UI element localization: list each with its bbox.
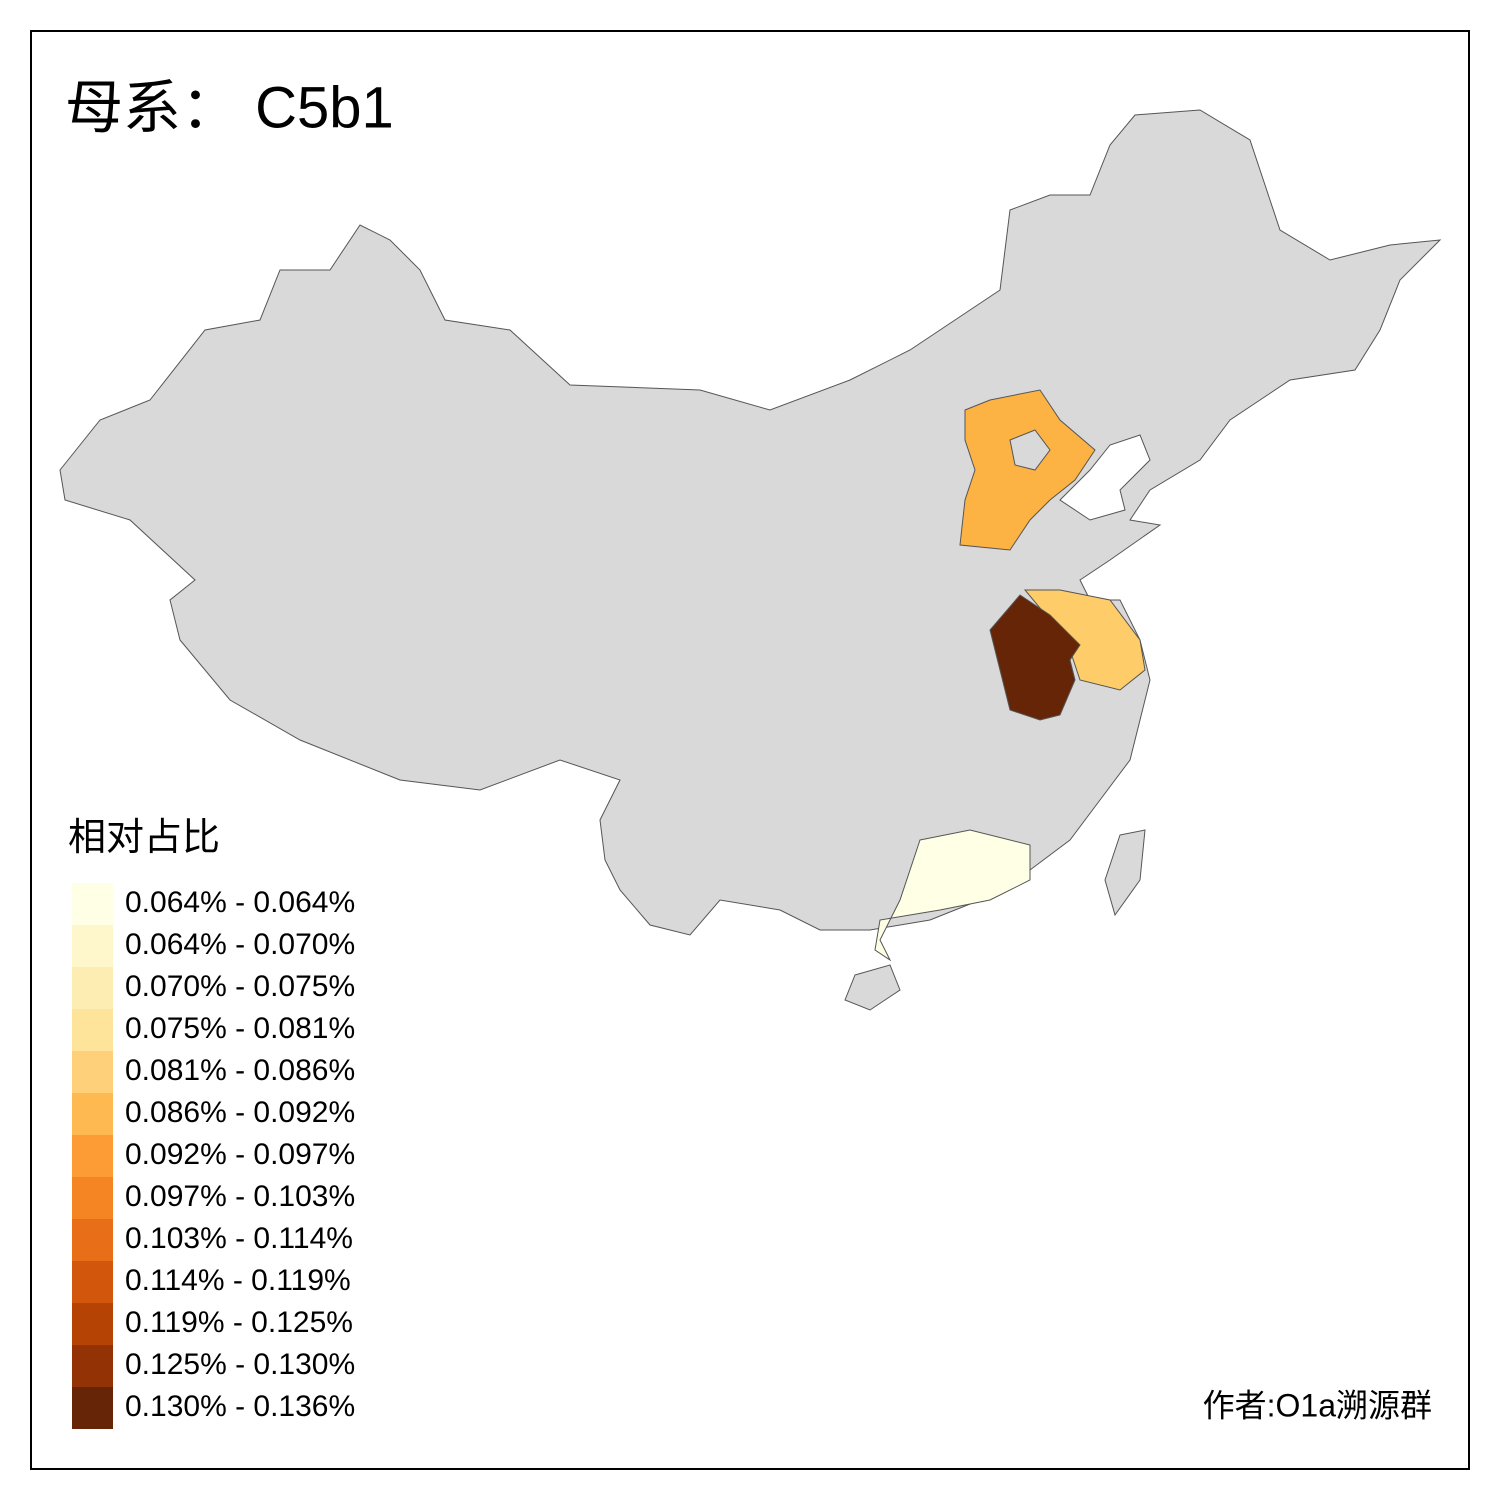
legend-swatch (72, 1135, 113, 1177)
legend-label: 0.064% - 0.064% (125, 886, 355, 919)
legend-swatch (72, 1093, 113, 1135)
region-taiwan (1104, 829, 1146, 917)
legend-label: 0.125% - 0.130% (125, 1348, 355, 1381)
legend-swatch (72, 925, 113, 967)
legend-swatch (72, 883, 113, 925)
legend-label: 0.075% - 0.081% (125, 1012, 355, 1045)
legend-label: 0.092% - 0.097% (125, 1138, 355, 1171)
credit: 作者:O1a溯源群 (1203, 1387, 1432, 1423)
legend-label: 0.103% - 0.114% (125, 1222, 353, 1255)
legend-swatch (72, 1387, 113, 1429)
map-title: 母系： C5b1 (65, 75, 394, 140)
region-anhui (989, 594, 1081, 721)
legend-label: 0.070% - 0.075% (125, 970, 355, 1003)
legend-swatch (72, 1303, 113, 1345)
region-hebei (959, 389, 1096, 551)
legend-label: 0.081% - 0.086% (125, 1054, 355, 1087)
legend-swatch (72, 1345, 113, 1387)
legend-swatch (72, 1219, 113, 1261)
legend-label: 0.086% - 0.092% (125, 1096, 355, 1129)
legend-label: 0.130% - 0.136% (125, 1390, 355, 1423)
region-guangdong (874, 829, 1031, 962)
legend: 0.064% - 0.064% 0.064% - 0.070% 0.070% - 0… (72, 883, 355, 1429)
legend-swatch (72, 1261, 113, 1303)
region-beijing (1009, 429, 1051, 471)
legend-label: 0.114% - 0.119% (125, 1264, 351, 1297)
legend-swatch (72, 1177, 113, 1219)
legend-title: 相对占比 (68, 817, 220, 859)
country-outline (59, 109, 1442, 936)
legend-swatch (72, 1009, 113, 1051)
legend-label: 0.097% - 0.103% (125, 1180, 355, 1213)
region-hainan (844, 964, 901, 1011)
map (59, 109, 1442, 1011)
frame (30, 30, 1470, 1470)
legend-swatch (72, 967, 113, 1009)
legend-label: 0.064% - 0.070% (125, 928, 355, 961)
legend-swatch (72, 1051, 113, 1093)
bohai-sea (1059, 434, 1151, 521)
legend-label: 0.119% - 0.125% (125, 1306, 353, 1339)
